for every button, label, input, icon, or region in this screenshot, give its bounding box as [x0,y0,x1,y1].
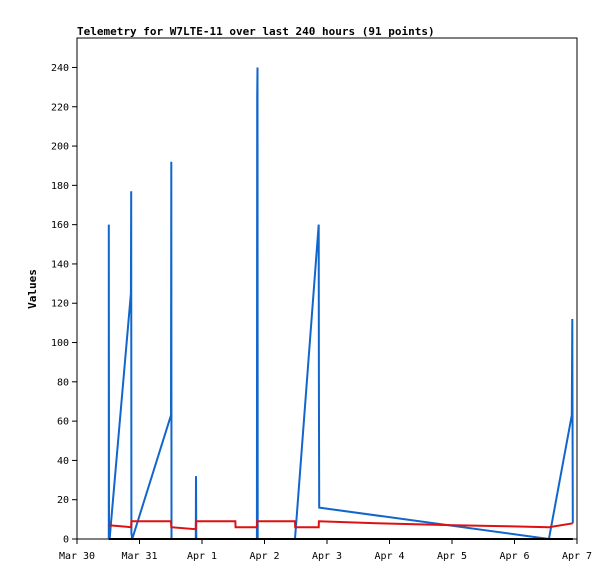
axes: 0 20 40 60 80 100 120 140 160 180 200 220 240 Mar 30 M… [51,63,592,562]
chart-title: Telemetry for W7LTE-11 over last 240 hou… [77,25,435,38]
y-tick-label: 140 [51,259,69,270]
y-tick-label: 40 [57,456,69,467]
series-layer [107,67,574,541]
y-tick-label: 220 [51,102,69,113]
y-tick-label: 160 [51,220,69,231]
series-line-1 [107,67,574,541]
plot-area [76,37,578,540]
y-tick-label: 120 [51,299,69,310]
y-tick-label: 180 [51,181,69,192]
y-tick-label: 60 [57,417,69,428]
x-tick-label: Mar 31 [121,551,157,562]
x-tick-label: Apr 2 [249,551,279,562]
y-axis-title: Values [26,269,39,309]
x-tick-label: Apr 5 [437,551,467,562]
y-tick-label: 20 [57,495,69,506]
series-line-2 [108,520,573,531]
y-tick-label: 80 [57,377,69,388]
y-tick-label: 200 [51,142,69,153]
x-tick-label: Apr 1 [187,551,217,562]
x-tick-label: Apr 7 [562,551,592,562]
x-tick-label: Apr 3 [312,551,342,562]
y-tick-label: 0 [63,535,69,546]
x-tick-label: Mar 30 [59,551,95,562]
y-tick-label: 240 [51,63,69,74]
x-tick-label: Apr 6 [499,551,529,562]
y-tick-label: 100 [51,338,69,349]
x-tick-label: Apr 4 [374,551,404,562]
